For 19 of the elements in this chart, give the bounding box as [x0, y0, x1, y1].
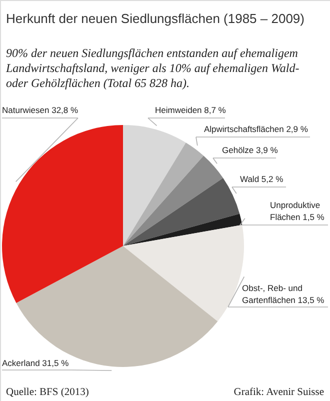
slice-label: Unproduktive Flächen 1,5 % — [270, 200, 325, 222]
text: Grafik: Avenir Suisse — [234, 387, 324, 398]
chart-subtitle: 90% der neuen Siedlungsflächen entstanden auf ehemaligem Landwirtschaftsland, weniger als 10% auf ehemaligen Wald- oder Gehölzflächen (Total 65 828 ha). — [5, 46, 300, 90]
slice-label: Obst-, Reb- und Gartenflächen 13,5 % — [242, 283, 325, 305]
slice-label: Naturwiesen 32,8 % — [2, 105, 79, 115]
pie-slice — [123, 178, 240, 246]
source-note: Quelle: BFS (2013) — [6, 387, 90, 398]
pie-slice — [123, 125, 186, 246]
slice-label: Ackerland 31,5 % — [2, 358, 70, 368]
pie-slice — [2, 125, 123, 303]
pie-slice — [123, 224, 244, 322]
pie-slice — [123, 156, 224, 246]
chart-title: Herkunft der neuen Siedlungsflächen (1985 – 2009) — [6, 11, 304, 26]
slice-label: Alpwirtschaftsflächen 2,9 % — [204, 124, 308, 134]
pie-slice — [123, 214, 242, 246]
slice-label: Heimweiden 8,7 % — [155, 105, 226, 115]
pie-slice — [123, 142, 204, 246]
slice-label: Gehölze 3,9 % — [222, 145, 278, 155]
slice-label: Wald 5,2 % — [240, 174, 284, 184]
